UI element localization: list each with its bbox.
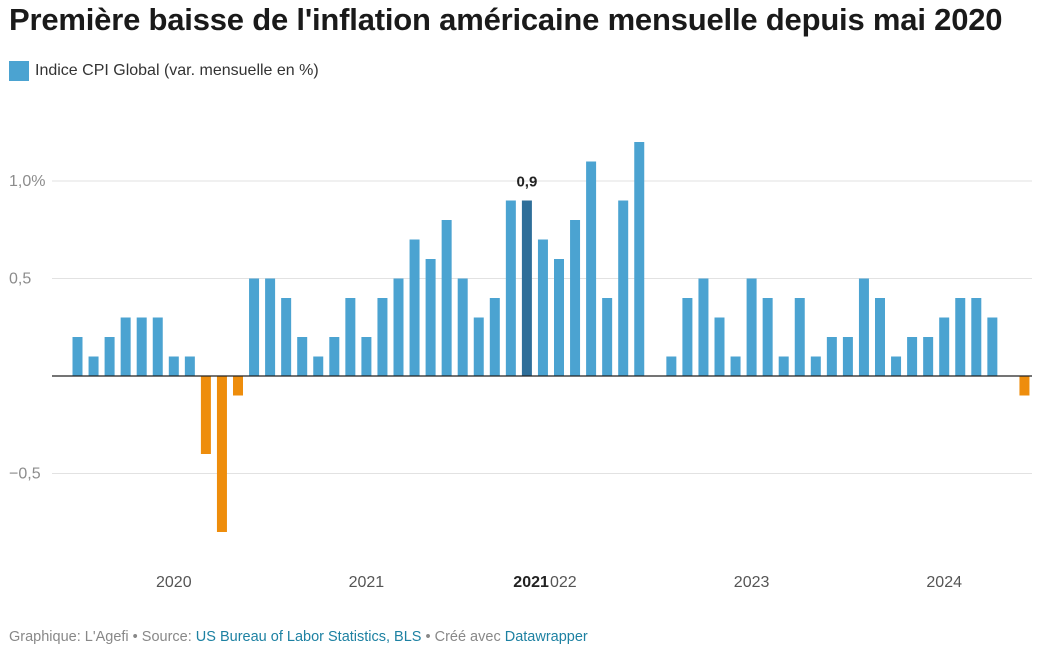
x-tick-label: 2021 bbox=[513, 574, 549, 591]
bar bbox=[1019, 376, 1030, 396]
x-tick-label: 2021 bbox=[349, 574, 385, 591]
bar bbox=[939, 317, 950, 376]
bar bbox=[265, 278, 276, 376]
bar bbox=[473, 317, 484, 376]
bar bbox=[120, 317, 131, 376]
bar bbox=[393, 278, 404, 376]
chart-title: Première baisse de l'inflation américain… bbox=[9, 2, 1003, 37]
bar bbox=[505, 200, 516, 376]
bar bbox=[955, 298, 966, 376]
bar bbox=[858, 278, 869, 376]
bar bbox=[907, 337, 918, 376]
datawrapper-link[interactable]: Datawrapper bbox=[504, 629, 588, 645]
bar bbox=[136, 317, 147, 376]
bar bbox=[987, 317, 998, 376]
bar bbox=[152, 317, 163, 376]
x-tick-label: 022 bbox=[550, 574, 577, 591]
footer-credit: Graphique: L'Agefi • Source: bbox=[9, 629, 196, 645]
highlight-value-label: 0,9 bbox=[516, 174, 537, 191]
bar bbox=[698, 278, 709, 376]
legend-label: Indice CPI Global (var. mensuelle en %) bbox=[35, 62, 319, 79]
bar bbox=[537, 239, 548, 376]
bars bbox=[72, 142, 1030, 532]
bar bbox=[875, 298, 885, 376]
bar bbox=[297, 337, 308, 376]
bar bbox=[249, 278, 260, 376]
bar bbox=[746, 278, 757, 376]
bar bbox=[281, 298, 292, 376]
bar bbox=[200, 376, 211, 454]
bar bbox=[714, 317, 725, 376]
legend-swatch bbox=[9, 61, 29, 81]
bar bbox=[586, 161, 597, 376]
y-tick-label: 1,0% bbox=[9, 173, 45, 190]
bar bbox=[762, 298, 773, 376]
bar bbox=[810, 356, 821, 376]
bar bbox=[72, 337, 83, 376]
bar bbox=[168, 356, 179, 376]
bar bbox=[618, 200, 629, 376]
bar bbox=[634, 142, 645, 376]
y-tick-label: 0,5 bbox=[9, 271, 31, 288]
bar bbox=[891, 356, 902, 376]
bar bbox=[361, 337, 372, 376]
bar bbox=[184, 356, 195, 376]
bar bbox=[666, 356, 677, 376]
bar bbox=[570, 220, 581, 376]
bar bbox=[778, 356, 789, 376]
bar bbox=[345, 298, 356, 376]
bar bbox=[313, 356, 324, 376]
bar bbox=[329, 337, 340, 376]
bar bbox=[923, 337, 934, 376]
bar bbox=[826, 337, 837, 376]
x-tick-label: 2023 bbox=[734, 574, 770, 591]
bar bbox=[104, 337, 115, 376]
bar bbox=[489, 298, 500, 376]
x-tick-label: 2024 bbox=[926, 574, 962, 591]
bar bbox=[409, 239, 420, 376]
x-tick-label: 2020 bbox=[156, 574, 192, 591]
legend: Indice CPI Global (var. mensuelle en %) bbox=[9, 61, 319, 81]
source-link[interactable]: US Bureau of Labor Statistics, BLS bbox=[195, 629, 422, 645]
bar bbox=[602, 298, 613, 376]
y-tick-label: −0,5 bbox=[9, 466, 41, 483]
bar bbox=[233, 376, 243, 396]
bar bbox=[971, 298, 982, 376]
bar bbox=[441, 220, 452, 376]
bar bbox=[794, 298, 805, 376]
bar bbox=[425, 259, 436, 376]
footer: Graphique: L'Agefi • Source: US Bureau o… bbox=[9, 629, 588, 645]
bar bbox=[730, 356, 741, 376]
bar-highlighted bbox=[521, 200, 532, 376]
footer-middle: • Créé avec bbox=[421, 629, 505, 645]
bar bbox=[554, 259, 564, 376]
bar bbox=[216, 376, 227, 532]
bar bbox=[682, 298, 693, 376]
bar bbox=[377, 298, 388, 376]
bar bbox=[842, 337, 853, 376]
bar bbox=[88, 356, 99, 376]
bar bbox=[457, 278, 468, 376]
